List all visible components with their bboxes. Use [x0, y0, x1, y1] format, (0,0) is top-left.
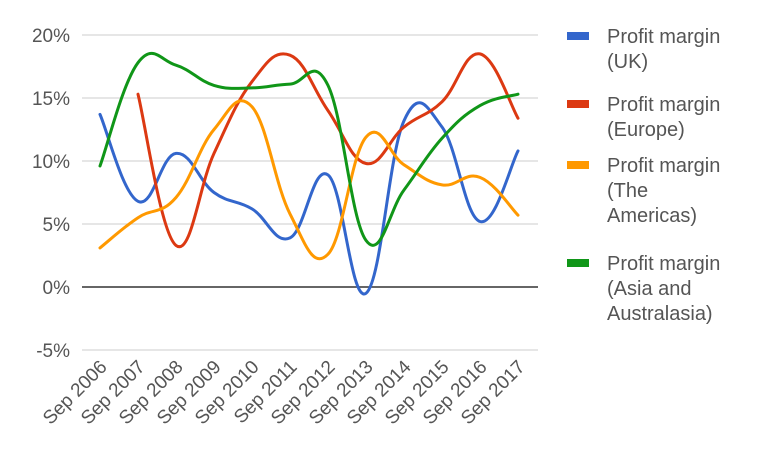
legend-swatch-2 — [567, 100, 589, 108]
grid-lines — [82, 34, 538, 351]
y-tick-label: -5% — [36, 341, 70, 362]
legend-label: Profit margin — [607, 155, 720, 177]
legend-swatch-4 — [567, 259, 589, 267]
series-lines — [98, 51, 520, 296]
legend-label: Profit margin — [607, 253, 720, 275]
y-tick-label: 0% — [43, 278, 71, 299]
y-axis-ticks: 20% 15% 10% 5% 0% -5% — [32, 26, 70, 362]
legend-label: (The — [607, 180, 648, 202]
legend-swatch-3 — [567, 161, 589, 169]
legend-label: Profit margin — [607, 26, 720, 48]
y-tick-label: 15% — [32, 89, 70, 110]
legend-swatch-1 — [567, 32, 589, 40]
legend-label: (UK) — [607, 51, 648, 73]
legend: Profit margin (UK) Profit margin (Europe) Pr… — [567, 26, 720, 325]
series-line-4 — [98, 51, 520, 247]
legend-label: (Asia and — [607, 278, 692, 300]
legend-label: (Europe) — [607, 119, 685, 141]
series-line-2 — [136, 52, 520, 249]
y-tick-label: 5% — [43, 215, 71, 236]
legend-label: Australasia) — [607, 303, 713, 325]
legend-label: Profit margin — [607, 94, 720, 116]
legend-label: Americas) — [607, 205, 697, 227]
y-tick-label: 20% — [32, 26, 70, 47]
series-line-1 — [98, 101, 520, 296]
series-line-3 — [98, 99, 520, 261]
y-tick-label: 10% — [32, 152, 70, 173]
